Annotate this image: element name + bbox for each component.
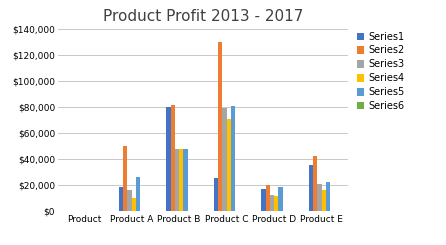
Bar [123, 146, 128, 211]
Bar [309, 165, 313, 211]
Title: Product Profit 2013 - 2017: Product Profit 2013 - 2017 [103, 9, 303, 24]
Bar [136, 177, 140, 211]
Bar [183, 148, 188, 211]
Bar [227, 119, 231, 211]
Bar [171, 105, 175, 211]
Bar [231, 106, 235, 211]
Bar [313, 156, 318, 211]
Bar [278, 187, 283, 211]
Bar [119, 187, 123, 211]
Bar [218, 42, 223, 211]
Legend: Series1, Series2, Series3, Series4, Series5, Series6: Series1, Series2, Series3, Series4, Seri… [355, 31, 405, 112]
Bar [128, 190, 132, 211]
Bar [179, 148, 183, 211]
Bar [326, 182, 330, 211]
Bar [270, 195, 274, 211]
Bar [214, 178, 218, 211]
Bar [322, 190, 326, 211]
Bar [132, 198, 136, 211]
Bar [175, 148, 179, 211]
Bar [166, 107, 171, 211]
Bar [274, 196, 278, 211]
Bar [318, 184, 322, 211]
Bar [266, 185, 270, 211]
Bar [261, 189, 266, 211]
Bar [223, 108, 227, 211]
